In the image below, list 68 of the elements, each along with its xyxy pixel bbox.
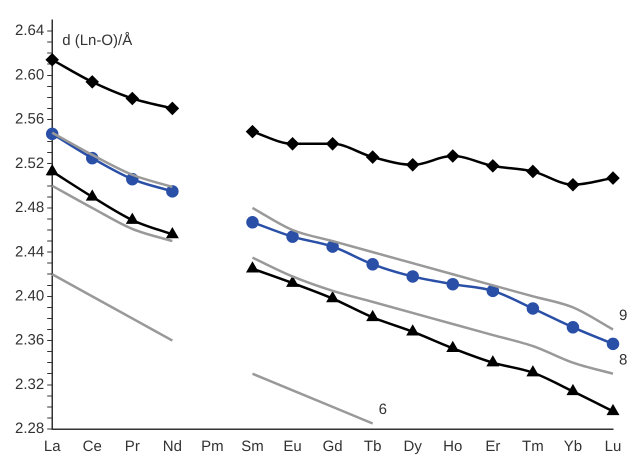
point bbox=[607, 405, 619, 416]
point bbox=[246, 216, 259, 229]
y-tick-label: 2.60 bbox=[14, 66, 44, 84]
y-tick-label: 2.28 bbox=[14, 420, 44, 438]
point bbox=[126, 92, 139, 105]
point bbox=[487, 356, 498, 366]
point bbox=[367, 311, 378, 322]
x-tick-label: Er bbox=[485, 438, 500, 456]
y-tick-label: 2.52 bbox=[14, 154, 44, 172]
point bbox=[366, 258, 379, 271]
x-tick-label: Tb bbox=[364, 438, 382, 456]
x-tick-label: Nd bbox=[162, 438, 182, 456]
point bbox=[327, 292, 338, 302]
point bbox=[606, 172, 620, 184]
y-tick-label: 2.32 bbox=[14, 376, 44, 393]
point bbox=[406, 158, 419, 172]
point bbox=[486, 160, 500, 172]
y-tick-label: 2.40 bbox=[14, 287, 44, 304]
point bbox=[286, 138, 299, 150]
point bbox=[606, 338, 620, 350]
y-tick-label: 2.64 bbox=[14, 22, 44, 40]
x-tick-label: Ho bbox=[443, 438, 462, 456]
point bbox=[166, 228, 178, 238]
point bbox=[166, 102, 179, 115]
point bbox=[86, 76, 98, 88]
point bbox=[166, 185, 179, 198]
annotation: 9 bbox=[619, 307, 628, 324]
x-tick-label: Lu bbox=[604, 438, 622, 456]
x-tick-label: Eu bbox=[283, 438, 302, 456]
y-axis-title: d (Ln-O)/Å bbox=[62, 31, 132, 50]
point bbox=[566, 178, 580, 191]
point bbox=[46, 165, 58, 176]
point bbox=[286, 230, 299, 243]
point bbox=[526, 165, 540, 178]
x-tick-label: Yb bbox=[564, 438, 582, 456]
point bbox=[566, 321, 580, 334]
point bbox=[86, 190, 98, 201]
point bbox=[486, 284, 500, 298]
y-tick-label: 2.48 bbox=[14, 199, 44, 216]
point bbox=[526, 302, 540, 315]
x-tick-label: La bbox=[44, 438, 62, 456]
x-tick-label: Ce bbox=[82, 438, 102, 456]
annotation: 8 bbox=[619, 351, 628, 368]
point bbox=[326, 138, 339, 150]
x-tick-label: Pr bbox=[124, 438, 140, 456]
point bbox=[406, 270, 419, 283]
point bbox=[286, 276, 298, 287]
point bbox=[126, 214, 138, 224]
annotation: 6 bbox=[378, 401, 387, 418]
x-tick-label: Gd bbox=[322, 438, 343, 456]
x-tick-label: Dy bbox=[404, 438, 422, 456]
point bbox=[527, 366, 538, 376]
point bbox=[366, 150, 379, 164]
point bbox=[567, 385, 579, 396]
point bbox=[246, 125, 259, 138]
x-tick-label: Pm bbox=[201, 438, 224, 456]
x-tick-label: Tm bbox=[522, 438, 544, 456]
y-tick-label: 2.44 bbox=[14, 243, 44, 260]
point bbox=[407, 325, 418, 336]
point bbox=[246, 262, 258, 272]
point bbox=[447, 342, 458, 352]
point bbox=[446, 150, 460, 162]
point bbox=[46, 54, 58, 66]
y-tick-label: 2.56 bbox=[14, 110, 44, 128]
x-tick-label: Sm bbox=[241, 438, 264, 456]
y-tick-label: 2.36 bbox=[14, 332, 44, 349]
point bbox=[326, 240, 339, 253]
point bbox=[446, 278, 460, 290]
